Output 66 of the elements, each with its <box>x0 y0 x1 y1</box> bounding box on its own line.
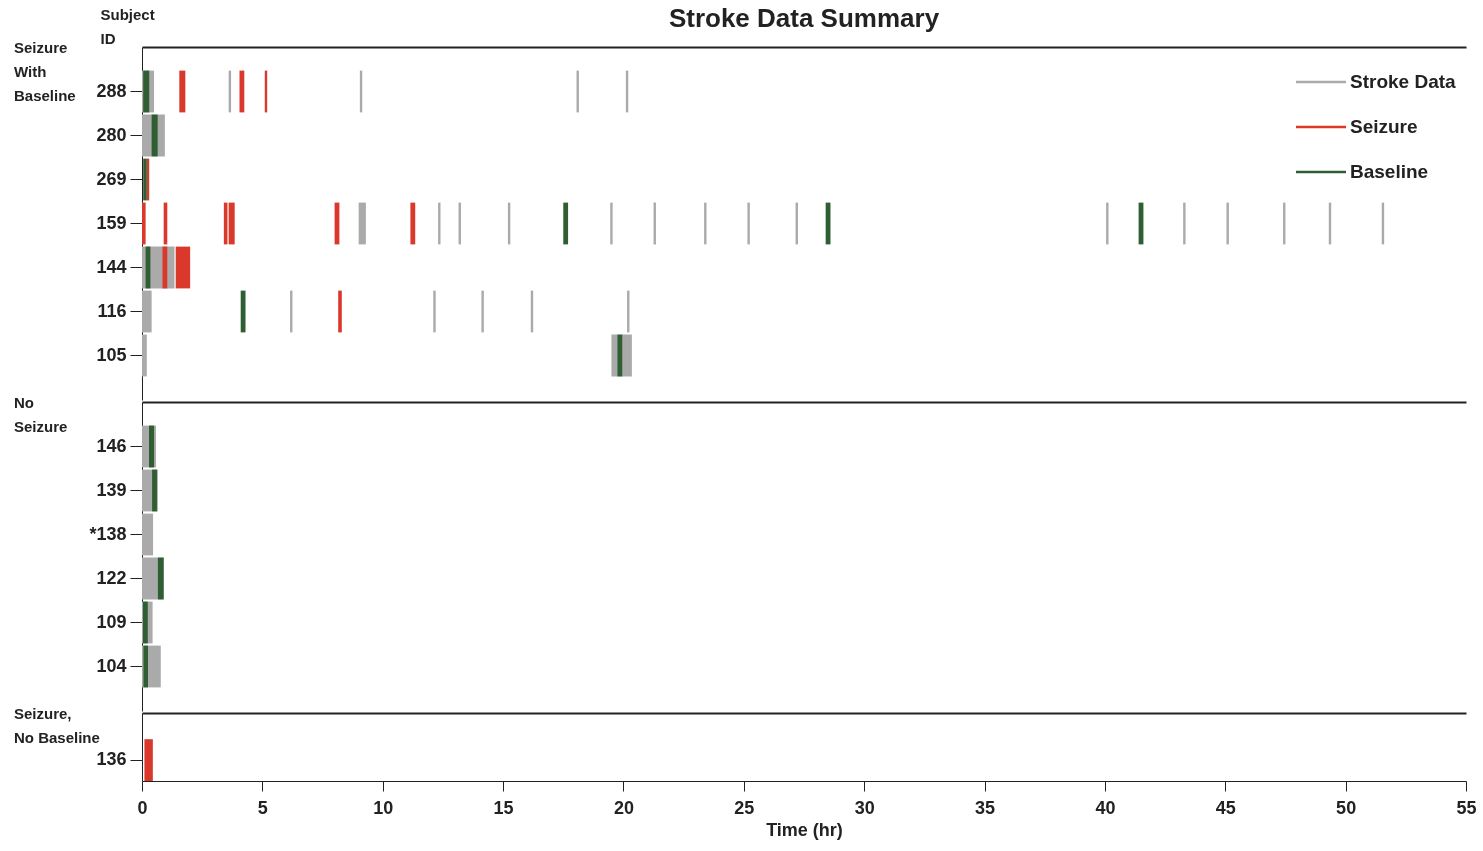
bar <box>481 290 484 333</box>
bar <box>410 202 416 245</box>
bar <box>142 513 154 556</box>
y-tick-label: 280 <box>96 124 127 145</box>
bar <box>142 202 146 245</box>
y-tick-label: 146 <box>96 435 127 456</box>
chart-title: Stroke Data Summary <box>668 3 940 33</box>
y-axis-title: Subject ID <box>100 5 155 47</box>
x-tick-label: 40 <box>1095 797 1116 818</box>
y-tick-label: *138 <box>89 523 127 544</box>
bar <box>162 246 168 289</box>
legend-label: Seizure <box>1350 116 1418 137</box>
bar <box>240 290 246 333</box>
y-tick-label: 122 <box>96 567 127 588</box>
bar <box>143 70 150 113</box>
y-tick-label: 104 <box>96 655 127 676</box>
bar <box>1183 202 1186 245</box>
x-axis-title: Time (hr) <box>766 819 843 840</box>
bar <box>228 202 235 245</box>
bar <box>704 202 707 245</box>
bar <box>151 114 158 157</box>
bar <box>175 246 191 289</box>
text: No Seizure <box>14 394 68 435</box>
bar <box>563 202 569 245</box>
x-tick-label: 25 <box>734 797 755 818</box>
y-tick-label: 109 <box>96 611 127 632</box>
y-tick-label: 116 <box>97 300 127 321</box>
bar <box>438 202 441 245</box>
x-tick-label: 50 <box>1336 797 1357 818</box>
y-tick-label: 105 <box>96 344 127 365</box>
x-tick-label: 35 <box>975 797 996 818</box>
bar <box>610 202 613 245</box>
bar <box>152 469 157 512</box>
x-tick-label: 0 <box>137 797 148 818</box>
bar <box>1106 202 1109 245</box>
bar <box>433 290 436 333</box>
bar <box>358 202 366 245</box>
bar <box>617 334 623 377</box>
x-tick-label: 20 <box>613 797 634 818</box>
y-tick-label: 269 <box>96 168 127 189</box>
text: Seizure, No Baseline <box>14 705 100 746</box>
bar <box>747 202 750 245</box>
x-tick-label: 5 <box>257 797 268 818</box>
bar <box>157 557 164 600</box>
bar <box>179 70 186 113</box>
bar <box>142 601 148 644</box>
bar <box>338 290 342 333</box>
bar <box>1226 202 1229 245</box>
y-tick-label: 159 <box>96 212 127 233</box>
x-tick-label: 30 <box>854 797 875 818</box>
bar <box>148 425 155 468</box>
text: Seizure With Baseline <box>14 39 76 104</box>
bar <box>142 290 152 333</box>
x-tick-label: 15 <box>493 797 514 818</box>
y-tick-label: 288 <box>96 80 127 101</box>
x-tick-label: 10 <box>373 797 394 818</box>
x-tick-label: 55 <box>1456 797 1477 818</box>
bar <box>142 334 147 377</box>
y-tick-label: 144 <box>96 256 127 277</box>
bar <box>143 645 149 688</box>
y-tick-label: 139 <box>96 479 127 500</box>
y-tick-label: 136 <box>96 749 127 770</box>
bar <box>239 70 245 113</box>
legend-label: Stroke Data <box>1350 71 1457 92</box>
legend-label: Baseline <box>1350 161 1429 182</box>
x-tick-label: 45 <box>1215 797 1236 818</box>
